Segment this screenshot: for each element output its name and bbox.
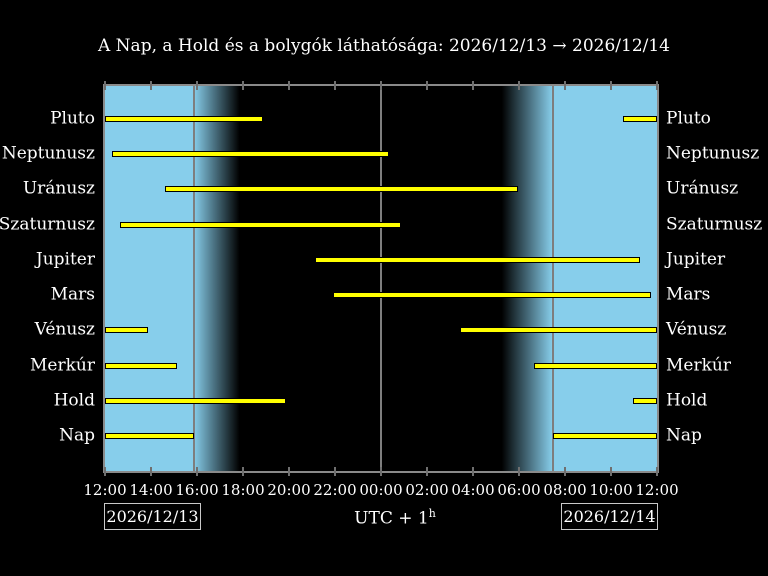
time-tick-label: 00:00: [359, 481, 403, 499]
time-tick-label: 12:00: [83, 481, 127, 499]
visibility-bar-pluto: [622, 115, 657, 122]
row-label-right-8: Hold: [666, 390, 708, 411]
time-tick-label: 04:00: [451, 481, 495, 499]
axis-tick-top: [564, 81, 566, 90]
visibility-bar-nap: [105, 433, 194, 440]
visibility-bar-hold: [632, 397, 657, 404]
axis-tick-bottom: [656, 467, 658, 476]
axis-tick-bottom: [104, 467, 106, 476]
row-label-right-4: Jupiter: [666, 249, 726, 270]
sunset-line: [192, 86, 195, 471]
row-label-right-2: Uránusz: [666, 178, 739, 199]
row-label-right-1: Neptunusz: [666, 143, 760, 164]
visibility-bar-szaturnusz: [119, 221, 401, 228]
axis-tick-top: [610, 81, 612, 90]
axis-tick-top: [472, 81, 474, 90]
axis-tick-bottom: [150, 467, 152, 476]
timezone-label: UTC + 1h: [0, 507, 768, 529]
axis-tick-top: [242, 81, 244, 90]
axis-tick-bottom: [242, 467, 244, 476]
visibility-bar-pluto: [105, 115, 263, 122]
axis-tick-top: [104, 81, 106, 90]
axis-tick-bottom: [518, 467, 520, 476]
row-labels-right: Pluto Neptunusz Uránusz Szaturnusz Jupiter Ma…: [666, 86, 768, 471]
row-label-right-6: Vénusz: [666, 319, 727, 340]
row-label-left-1: Neptunusz: [1, 143, 95, 164]
chart-title: A Nap, a Hold és a bolygók láthatósága: …: [98, 36, 670, 56]
row-labels-left: Pluto Neptunusz Uránusz Szaturnusz Jupiter Ma…: [0, 86, 95, 471]
visibility-bar-vénusz: [105, 327, 148, 334]
axis-tick-top: [426, 81, 428, 90]
visibility-bar-uránusz: [164, 186, 518, 193]
timezone-text: UTC + 1: [354, 508, 429, 529]
visibility-bar-neptunusz: [111, 151, 390, 158]
axis-tick-top: [518, 81, 520, 90]
axis-tick-bottom: [288, 467, 290, 476]
visibility-bar-merkúr: [533, 362, 657, 369]
row-label-left-2: Uránusz: [22, 178, 95, 199]
plot-area: [103, 81, 659, 476]
row-label-left-6: Vénusz: [34, 319, 95, 340]
axis-tick-top: [196, 81, 198, 90]
time-tick-label: 10:00: [589, 481, 633, 499]
visibility-bar-nap: [552, 433, 657, 440]
time-tick-label: 02:00: [405, 481, 449, 499]
row-label-right-7: Merkúr: [666, 355, 731, 376]
time-tick-label: 16:00: [175, 481, 219, 499]
time-axis: 12:00 14:00 16:00 18:00 20:00 22:00 00:00 02:00…: [83, 481, 678, 499]
axis-tick-top: [380, 81, 382, 90]
axis-tick-bottom: [196, 467, 198, 476]
time-tick-label: 22:00: [313, 481, 357, 499]
axis-tick-top: [656, 81, 658, 90]
time-tick-label: 12:00: [635, 481, 679, 499]
axis-tick-bottom: [472, 467, 474, 476]
row-label-left-9: Nap: [59, 425, 95, 446]
axis-tick-top: [334, 81, 336, 90]
date-box-left: 2026/12/13: [104, 503, 201, 530]
row-label-left-5: Mars: [50, 284, 95, 305]
visibility-bar-vénusz: [460, 327, 657, 334]
midnight-line: [380, 86, 382, 471]
row-label-right-5: Mars: [666, 284, 711, 305]
row-label-left-4: Jupiter: [35, 249, 95, 270]
time-tick-label: 06:00: [497, 481, 541, 499]
visibility-bar-jupiter: [315, 256, 640, 263]
visibility-bar-mars: [332, 292, 652, 299]
visibility-bar-merkúr: [105, 362, 178, 369]
row-label-left-0: Pluto: [50, 108, 95, 129]
row-label-left-3: Szaturnusz: [0, 214, 95, 235]
row-label-right-3: Szaturnusz: [666, 214, 763, 235]
axis-tick-bottom: [610, 467, 612, 476]
row-label-right-9: Nap: [666, 425, 702, 446]
axis-tick-bottom: [426, 467, 428, 476]
axis-tick-bottom: [380, 467, 382, 476]
axis-tick-top: [288, 81, 290, 90]
time-tick-label: 20:00: [267, 481, 311, 499]
axis-tick-bottom: [334, 467, 336, 476]
visibility-bar-hold: [105, 397, 286, 404]
time-tick-label: 08:00: [543, 481, 587, 499]
timezone-sup: h: [428, 507, 436, 520]
time-tick-label: 14:00: [129, 481, 173, 499]
row-label-right-0: Pluto: [666, 108, 711, 129]
row-label-left-7: Merkúr: [30, 355, 95, 376]
date-box-right: 2026/12/14: [561, 503, 658, 530]
axis-tick-bottom: [564, 467, 566, 476]
axis-tick-top: [150, 81, 152, 90]
row-label-left-8: Hold: [53, 390, 95, 411]
sunrise-line: [551, 86, 554, 471]
time-tick-label: 18:00: [221, 481, 265, 499]
